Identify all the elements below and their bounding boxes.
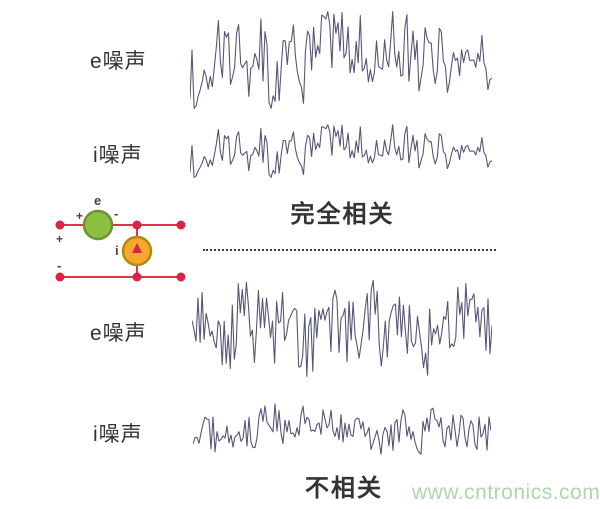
node-dot (55, 272, 65, 282)
uncorrelated-e-noise-waveform (192, 279, 492, 377)
noise-source-circuit: e + - + - i (55, 193, 186, 282)
node-dot (55, 220, 65, 230)
voltage-source-e-symbol (82, 209, 114, 241)
uncorrelated-e-noise-label: e噪声 (90, 322, 147, 345)
site-watermark: www.cntronics.com (412, 481, 600, 504)
e-plus-sign: + (76, 209, 83, 223)
e-minus-sign: - (114, 206, 118, 221)
correlated-e-noise-label: e噪声 (90, 50, 147, 73)
correlated-i-noise-label: i噪声 (93, 144, 143, 167)
correlated-i-noise-waveform (190, 124, 492, 178)
node-dot (132, 272, 142, 282)
uncorrelated-i-noise-label: i噪声 (93, 423, 143, 446)
node-dot (176, 220, 186, 230)
node-dot (132, 220, 142, 230)
terminal-plus-sign: + (56, 232, 63, 246)
correlated-e-noise-waveform (190, 11, 492, 109)
current-arrow-icon (132, 243, 142, 253)
i-source-label: i (115, 243, 119, 258)
uncorrelated-i-noise-waveform (193, 403, 491, 455)
terminal-minus-sign: - (57, 258, 61, 273)
correlated-section-title: 完全相关 (290, 201, 395, 228)
node-dot (176, 272, 186, 282)
section-divider (203, 249, 496, 251)
uncorrelated-section-title: 不相关 (305, 475, 383, 502)
e-source-label: e (94, 193, 101, 208)
